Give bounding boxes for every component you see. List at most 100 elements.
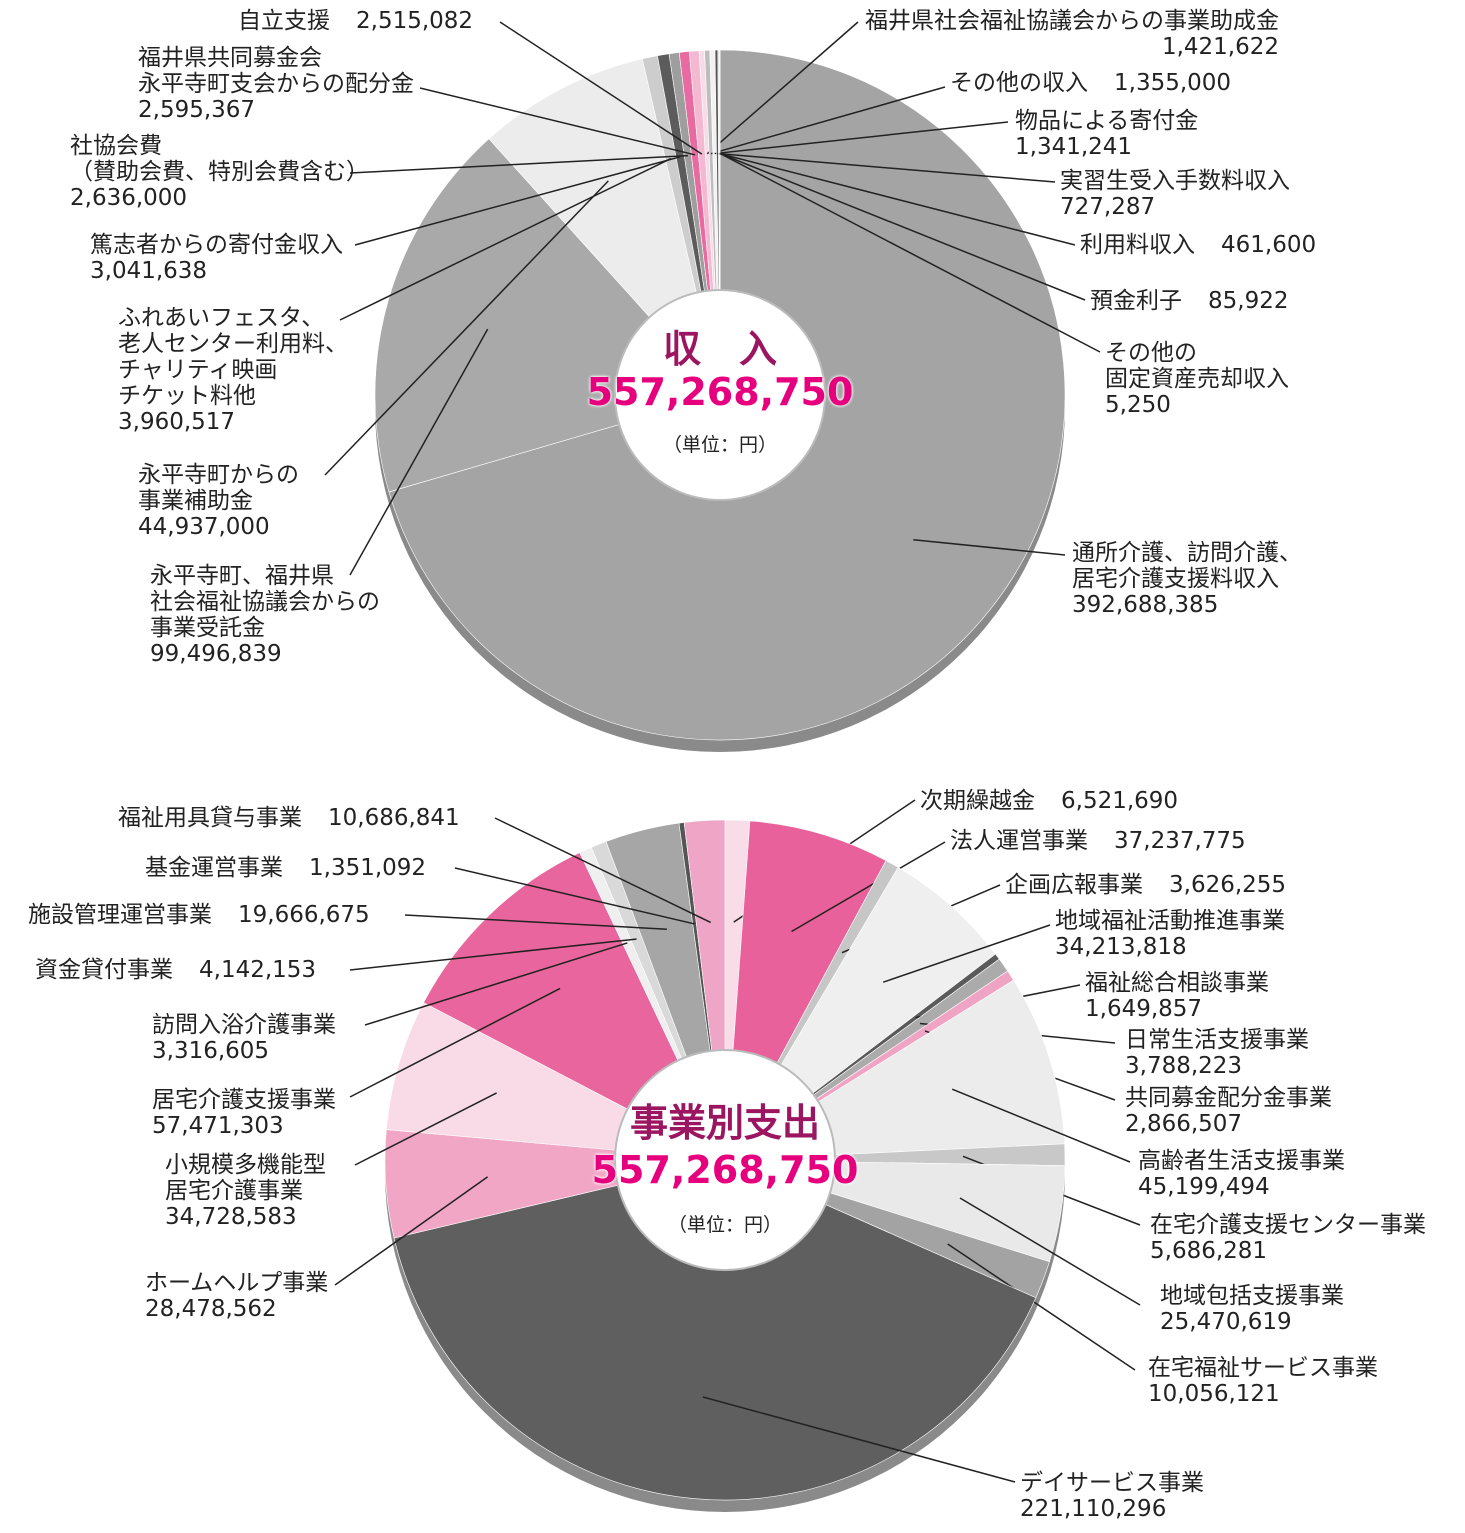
label-value: 1,341,241 — [1015, 134, 1133, 160]
leader-line — [334, 1176, 489, 1286]
label-category: 居宅介護支援事業 — [152, 1087, 336, 1113]
label-category: 永平寺町からの 事業補助金 — [138, 462, 299, 514]
label-category: 次期繰越金 — [920, 788, 1035, 814]
slice-label: 在宅福祉サービス事業 10,056,121 — [1148, 1355, 1378, 1407]
slice-label: その他の 固定資産売却収入 5,250 — [1105, 340, 1289, 418]
label-value: 2,595,367 — [138, 97, 256, 123]
label-category: デイサービス事業 — [1020, 1470, 1204, 1496]
label-category: 資金貸付事業 — [35, 957, 173, 983]
leader-line — [710, 86, 946, 155]
label-category: 施設管理運営事業 — [28, 902, 212, 928]
leader-line — [349, 938, 637, 971]
leader-line — [719, 152, 1086, 301]
label-value: 5,686,281 — [1150, 1238, 1268, 1264]
slice-label: 自立支援 2,515,082 — [238, 8, 473, 34]
label-category: 実習生受入手数料収入 — [1060, 168, 1290, 194]
leader-line — [913, 539, 1066, 556]
leader-line — [718, 152, 1076, 246]
label-value: 34,213,818 — [1055, 934, 1187, 960]
label-value: 37,237,775 — [1114, 828, 1246, 854]
slice-label: 地域包括支援事業 25,470,619 — [1160, 1283, 1344, 1335]
label-value: 2,515,082 — [356, 8, 474, 34]
label-value: 85,922 — [1208, 288, 1289, 314]
label-value: 10,056,121 — [1148, 1381, 1280, 1407]
label-category: ふれあいフェスタ、 老人センター利用料、 チャリティ映画 チケット料他 — [118, 305, 348, 409]
label-category: 地域福祉活動推進事業 — [1055, 908, 1285, 934]
leader-line — [951, 1088, 1131, 1163]
label-category: 企画広報事業 — [1005, 872, 1143, 898]
slice-label: 福井県社会福祉協議会からの事業助成金 1,421,622 — [865, 8, 1279, 60]
label-category: 基金運営事業 — [145, 855, 283, 881]
label-value: 3,960,517 — [118, 409, 236, 435]
slice-label: 社協会費 （賛助会費、特別会費含む） 2,636,000 — [70, 133, 369, 211]
center-unit-text: （単位：円） — [662, 434, 777, 456]
label-category: 永平寺町、福井県 社会福祉協議会からの 事業受託金 — [150, 563, 380, 641]
slice-label: 小規模多機能型 居宅介護事業 34,728,583 — [165, 1152, 326, 1230]
center-title: 事業別支出 — [525, 1092, 925, 1147]
slice-label: 居宅介護支援事業 57,471,303 — [152, 1087, 336, 1139]
center-unit: （単位：円） — [525, 1210, 925, 1237]
label-value: 1,351,092 — [309, 855, 427, 881]
leader-line — [717, 152, 1056, 183]
leader-line — [339, 157, 672, 321]
label-category: 在宅介護支援センター事業 — [1150, 1212, 1426, 1238]
center-total-text: 557,268,750 — [586, 370, 854, 414]
label-category: 利用料収入 — [1080, 232, 1195, 258]
label-value: 3,788,223 — [1125, 1053, 1243, 1079]
label-category: 福祉用具貸与事業 — [118, 805, 302, 831]
leader-line — [364, 942, 628, 1026]
label-value: 5,250 — [1105, 392, 1171, 418]
slice-label: 施設管理運営事業 19,666,675 — [28, 902, 370, 928]
label-category: 福井県共同募金会 永平寺町支会からの配分金 — [138, 45, 414, 97]
leader-line — [349, 987, 561, 1098]
slice-label: 高齢者生活支援事業 45,199,494 — [1138, 1148, 1345, 1200]
center-disc — [614, 1049, 836, 1271]
center-title-text: 事業別支出 — [629, 1101, 820, 1145]
label-category: 地域包括支援事業 — [1160, 1283, 1344, 1309]
leader-line — [324, 180, 609, 476]
label-value: 3,316,605 — [152, 1038, 270, 1064]
slice-label: 預金利子 85,922 — [1090, 288, 1288, 314]
center-total: 557,268,750 — [525, 1148, 925, 1192]
pie-slice — [393, 1159, 1037, 1501]
label-category: 法人運営事業 — [950, 828, 1088, 854]
label-category: 自立支援 — [238, 8, 330, 34]
center-total: 557,268,750 — [520, 370, 920, 414]
center-title: 収 入 — [520, 318, 920, 373]
leader-line — [947, 1243, 1136, 1371]
slice-label: 物品による寄付金 1,341,241 — [1015, 108, 1198, 160]
slice-label: 永平寺町、福井県 社会福祉協議会からの 事業受託金 99,496,839 — [150, 563, 380, 667]
slice-label: 利用料収入 461,600 — [1080, 232, 1316, 258]
leader-line — [454, 867, 695, 925]
label-category: 在宅福祉サービス事業 — [1148, 1355, 1378, 1381]
slice-label: 篤志者からの寄付金収入 3,041,638 — [90, 232, 343, 284]
slice-label: 基金運営事業 1,351,092 — [145, 855, 426, 881]
center-disc — [614, 289, 826, 501]
leader-line — [419, 87, 696, 156]
leader-line — [354, 1092, 497, 1166]
leader-line — [882, 924, 1051, 983]
label-category: 小規模多機能型 居宅介護事業 — [165, 1152, 326, 1204]
label-value: 2,636,000 — [70, 185, 188, 211]
label-value: 10,686,841 — [328, 805, 460, 831]
center-total-text: 557,268,750 — [591, 1148, 859, 1192]
slice-label: その他の収入 1,355,000 — [950, 70, 1231, 96]
leader-line — [959, 1197, 1141, 1306]
label-category: ホームヘルプ事業 — [145, 1270, 329, 1296]
label-category: 社協会費 （賛助会費、特別会費含む） — [70, 133, 369, 185]
leader-line — [404, 914, 667, 930]
label-category: その他の収入 — [950, 70, 1088, 96]
slice-label: 次期繰越金 6,521,690 — [920, 788, 1178, 814]
label-category: 通所介護、訪問介護、 居宅介護支援料収入 — [1072, 540, 1302, 592]
label-category: その他の 固定資産売却収入 — [1105, 340, 1289, 392]
leader-line — [349, 154, 688, 174]
slice-label: 日常生活支援事業 3,788,223 — [1125, 1027, 1309, 1079]
label-category: 共同募金配分金事業 — [1125, 1085, 1332, 1111]
slice-label: 企画広報事業 3,626,255 — [1005, 872, 1286, 898]
slice-label: 在宅介護支援センター事業 5,686,281 — [1150, 1212, 1426, 1264]
label-category: 篤志者からの寄付金収入 — [90, 232, 343, 258]
label-value: 28,478,562 — [145, 1296, 277, 1322]
leader-line — [702, 1396, 1016, 1483]
label-category: 訪問入浴介護事業 — [152, 1012, 336, 1038]
